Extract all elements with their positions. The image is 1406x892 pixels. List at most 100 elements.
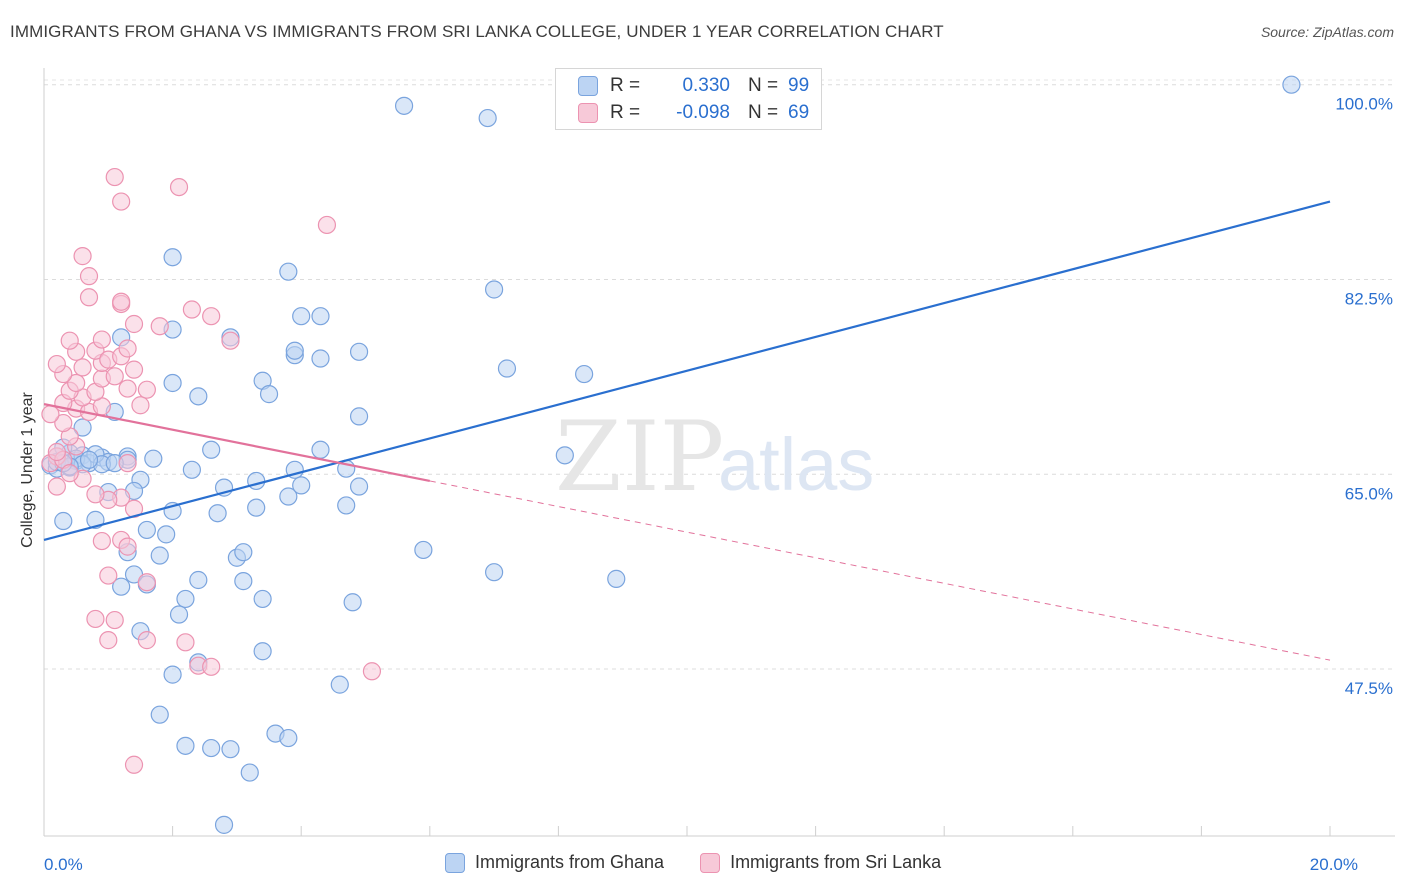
ghana-point (189, 387, 208, 406)
ghana-point (485, 563, 504, 582)
ghana-point (279, 487, 298, 506)
srilanka-point (317, 215, 337, 235)
ghana-point (311, 307, 330, 326)
srilanka-point (221, 331, 240, 350)
r-label: R = (610, 102, 641, 123)
srilanka-trend-line (43, 403, 431, 483)
ghana-point (247, 471, 266, 491)
ghana-point (150, 705, 169, 724)
srilanka-trend-line-extension (429, 480, 1331, 661)
n-label: N = (748, 75, 779, 96)
ghana-point (555, 446, 574, 465)
trend-lines (43, 200, 1331, 661)
srilanka-point (150, 317, 169, 336)
watermark-zip: ZIP (555, 401, 724, 513)
ghana-point (157, 525, 176, 544)
ghana-point (485, 280, 504, 299)
chart-title: IMMIGRANTS FROM GHANA VS IMMIGRANTS FROM… (10, 22, 944, 41)
y-axis-label-wrap: College, Under 1 year (16, 380, 40, 560)
srilanka-point (202, 657, 221, 676)
ghana-swatch (578, 76, 598, 96)
srilanka-point (105, 167, 124, 187)
ghana-point (259, 385, 279, 404)
srilanka-point (99, 631, 118, 650)
stats-row-ghana: R = 0.330 N = 99 (578, 75, 809, 97)
srilanka-point (60, 464, 79, 483)
ghana-point (144, 449, 163, 468)
ghana-point (234, 572, 253, 591)
ghana-point (189, 570, 208, 590)
y-tick-label: 100.0% (1335, 95, 1393, 114)
srilanka-point (54, 413, 73, 433)
x-tick-label: 0.0% (44, 855, 83, 874)
ghana-point (497, 359, 517, 378)
ghana-point (311, 440, 330, 459)
ghana-point (478, 108, 497, 128)
legend-swatch-srilanka (700, 852, 721, 873)
legend-item-srilanka[interactable]: Immigrants from Sri Lanka (700, 852, 941, 873)
y-axis-label: College, Under 1 year (19, 392, 36, 548)
legend-label-ghana: Immigrants from Ghana (475, 852, 665, 872)
ghana-point (279, 728, 298, 748)
srilanka-point (202, 307, 221, 326)
srilanka-point (73, 247, 92, 266)
srilanka-swatch (578, 103, 598, 123)
ghana-point (279, 262, 298, 281)
ghana-point (292, 476, 311, 495)
srilanka-point (118, 379, 137, 398)
ghana-point (311, 349, 330, 368)
srilanka-point (169, 177, 189, 197)
srilanka-point (118, 339, 137, 358)
ghana-point (253, 589, 272, 609)
srilanka-point (124, 360, 144, 379)
ghana-point (208, 504, 227, 523)
ghana-point (414, 540, 433, 560)
n-value: 69 (788, 102, 810, 123)
srilanka-point (137, 380, 156, 399)
ghana-point (394, 96, 414, 115)
srilanka-point (105, 610, 124, 630)
series-srilanka-points (41, 167, 382, 774)
ghana-point (253, 642, 272, 661)
ghana-point (73, 418, 92, 437)
ghana-point (247, 498, 266, 517)
srilanka-point (47, 354, 66, 374)
srilanka-point (176, 633, 195, 652)
stats-box: R = 0.330 N = 99 R = -0.098 N = 69 (555, 68, 822, 130)
srilanka-point (362, 662, 382, 681)
srilanka-point (112, 192, 131, 211)
ghana-point (169, 605, 189, 624)
n-value: 99 (788, 75, 810, 96)
srilanka-point (92, 531, 111, 551)
legend-swatch-ghana (445, 852, 465, 873)
ghana-point (337, 496, 356, 515)
ghana-point (349, 407, 369, 426)
legend-label-srilanka: Immigrants from Sri Lanka (730, 852, 942, 872)
ghana-point (182, 460, 201, 479)
ghana-point (163, 373, 182, 393)
srilanka-point (118, 537, 137, 556)
srilanka-point (73, 358, 92, 377)
ghana-point (112, 577, 131, 596)
y-tick-label: 65.0% (1345, 484, 1393, 503)
ghana-point (163, 665, 182, 684)
srilanka-point (47, 442, 66, 462)
srilanka-point (124, 755, 144, 774)
stats-row-srilanka: R = -0.098 N = 69 (578, 102, 809, 124)
srilanka-point (60, 331, 79, 350)
watermark-atlas: atlas (718, 423, 874, 506)
srilanka-point (105, 367, 124, 386)
ghana-trend-line (43, 200, 1331, 541)
srilanka-point (67, 373, 86, 393)
srilanka-point (86, 485, 105, 504)
ghana-point (343, 593, 362, 612)
legend: Immigrants from Ghana Immigrants from Sr… (445, 852, 967, 873)
ghana-point (1282, 75, 1301, 94)
srilanka-point (118, 454, 137, 473)
ghana-point (202, 440, 221, 459)
legend-item-ghana[interactable]: Immigrants from Ghana (445, 852, 664, 873)
ghana-point (202, 738, 221, 758)
srilanka-point (86, 609, 105, 629)
srilanka-point (124, 314, 144, 334)
